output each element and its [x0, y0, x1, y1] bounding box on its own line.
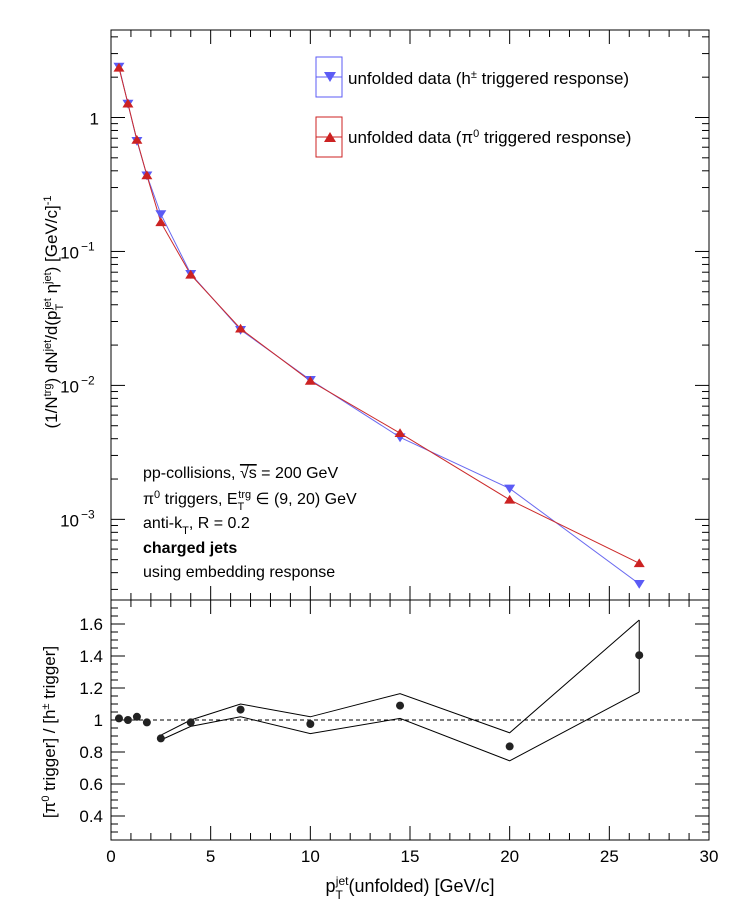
annotation-jet-algorithm: anti-kT, R = 0.2: [143, 515, 250, 537]
x-tick-label: 20: [500, 847, 519, 866]
annotation-block: pp-collisions, √s = 200 GeV π0 triggers,…: [143, 465, 357, 581]
annotation-collisions: pp-collisions, √s = 200 GeV: [143, 465, 338, 482]
data-point-triangle-up: [185, 269, 197, 279]
top-y-tick-label: 1: [90, 109, 99, 128]
data-point-triangle-up: [235, 323, 247, 333]
legend-entry-pi0-triggered: unfolded data (π0 triggered response): [315, 116, 631, 158]
data-point-triangle-up: [633, 558, 645, 568]
legend-marker-triangle-up-icon: [324, 132, 336, 142]
data-point-triangle-up: [141, 170, 153, 180]
top-y-tick-label: 10: [60, 377, 79, 396]
legend-marker-triangle-down-icon: [324, 72, 336, 82]
top-y-axis-label: (1/Ntrg) dNjet/d(pTjet ηjet) [GeV/c]-1: [42, 195, 66, 428]
data-point-triangle-down: [155, 210, 167, 220]
ratio-data-point: [114, 714, 123, 723]
ratio-data-point: [186, 718, 195, 727]
ratio-data-point: [306, 720, 315, 728]
legend: unfolded data (h± triggered response) un…: [315, 56, 631, 158]
legend-label-pi0-triggered: unfolded data (π0 triggered response): [348, 128, 631, 147]
x-tick-label: 15: [401, 847, 420, 866]
bottom-y-tick-label: 1.4: [79, 647, 103, 666]
x-tick-label: 10: [301, 847, 320, 866]
x-tick-label: 0: [106, 847, 115, 866]
ratio-data-point: [142, 718, 151, 727]
x-tick-label: 5: [206, 847, 215, 866]
data-point-triangle-up: [394, 428, 406, 438]
bottom-y-tick-label: 1.6: [79, 615, 103, 634]
data-point-triangle-up: [155, 217, 167, 227]
ratio-data-point: [396, 701, 405, 710]
annotation-charged-jets: charged jets: [143, 540, 237, 557]
bottom-y-tick-label: 0.4: [79, 807, 103, 826]
top-y-tick-label-exponent: −2: [81, 373, 95, 387]
data-point-triangle-up: [113, 62, 125, 72]
data-point-triangle-up: [131, 134, 143, 144]
ratio-data-point: [236, 705, 245, 714]
data-point-triangle-up: [504, 494, 516, 504]
ratio-data-point: [156, 734, 165, 743]
bottom-plot-frame: [110, 599, 710, 841]
bottom-y-tick-label: 0.6: [79, 775, 103, 794]
bottom-y-tick-label: 1: [94, 711, 103, 730]
ratio-data-point: [505, 742, 514, 751]
bottom-y-tick-label: 1.2: [79, 679, 103, 698]
x-axis-label: pTjet(unfolded) [GeV/c]: [325, 874, 494, 902]
data-point-triangle-up: [122, 98, 134, 108]
top-y-tick-label-exponent: −3: [81, 507, 95, 521]
top-y-tick-label: 10: [60, 511, 79, 530]
top-y-tick-label: 10: [60, 243, 79, 262]
x-tick-label: 30: [700, 847, 719, 866]
data-point-triangle-down: [633, 579, 645, 589]
bottom-y-tick-label: 0.8: [79, 743, 103, 762]
top-y-tick-label-exponent: −1: [81, 239, 95, 253]
top-panel: 110−110−210−3: [60, 29, 710, 601]
annotation-triggers: π0 triggers, ETtrg ∈ (9, 20) GeV: [143, 489, 357, 513]
ratio-data-point: [132, 712, 141, 721]
legend-entry-h-triggered: unfolded data (h± triggered response): [315, 56, 629, 98]
data-point-triangle-down: [504, 484, 516, 494]
bottom-y-axis-label: [π0 trigger] / [h± trigger]: [40, 646, 59, 818]
ratio-data-point: [123, 716, 132, 724]
legend-label-h-triggered: unfolded data (h± triggered response): [348, 69, 629, 88]
bottom-panel: 0 5 10 15 20 25 30 0.4 0.6 0.8 1 1.2 1.4 1.6: [79, 599, 719, 866]
x-tick-label: 25: [600, 847, 619, 866]
data-point-triangle-up: [304, 375, 316, 385]
annotation-embedding: using embedding response: [143, 564, 335, 581]
ratio-data-point: [635, 651, 644, 660]
